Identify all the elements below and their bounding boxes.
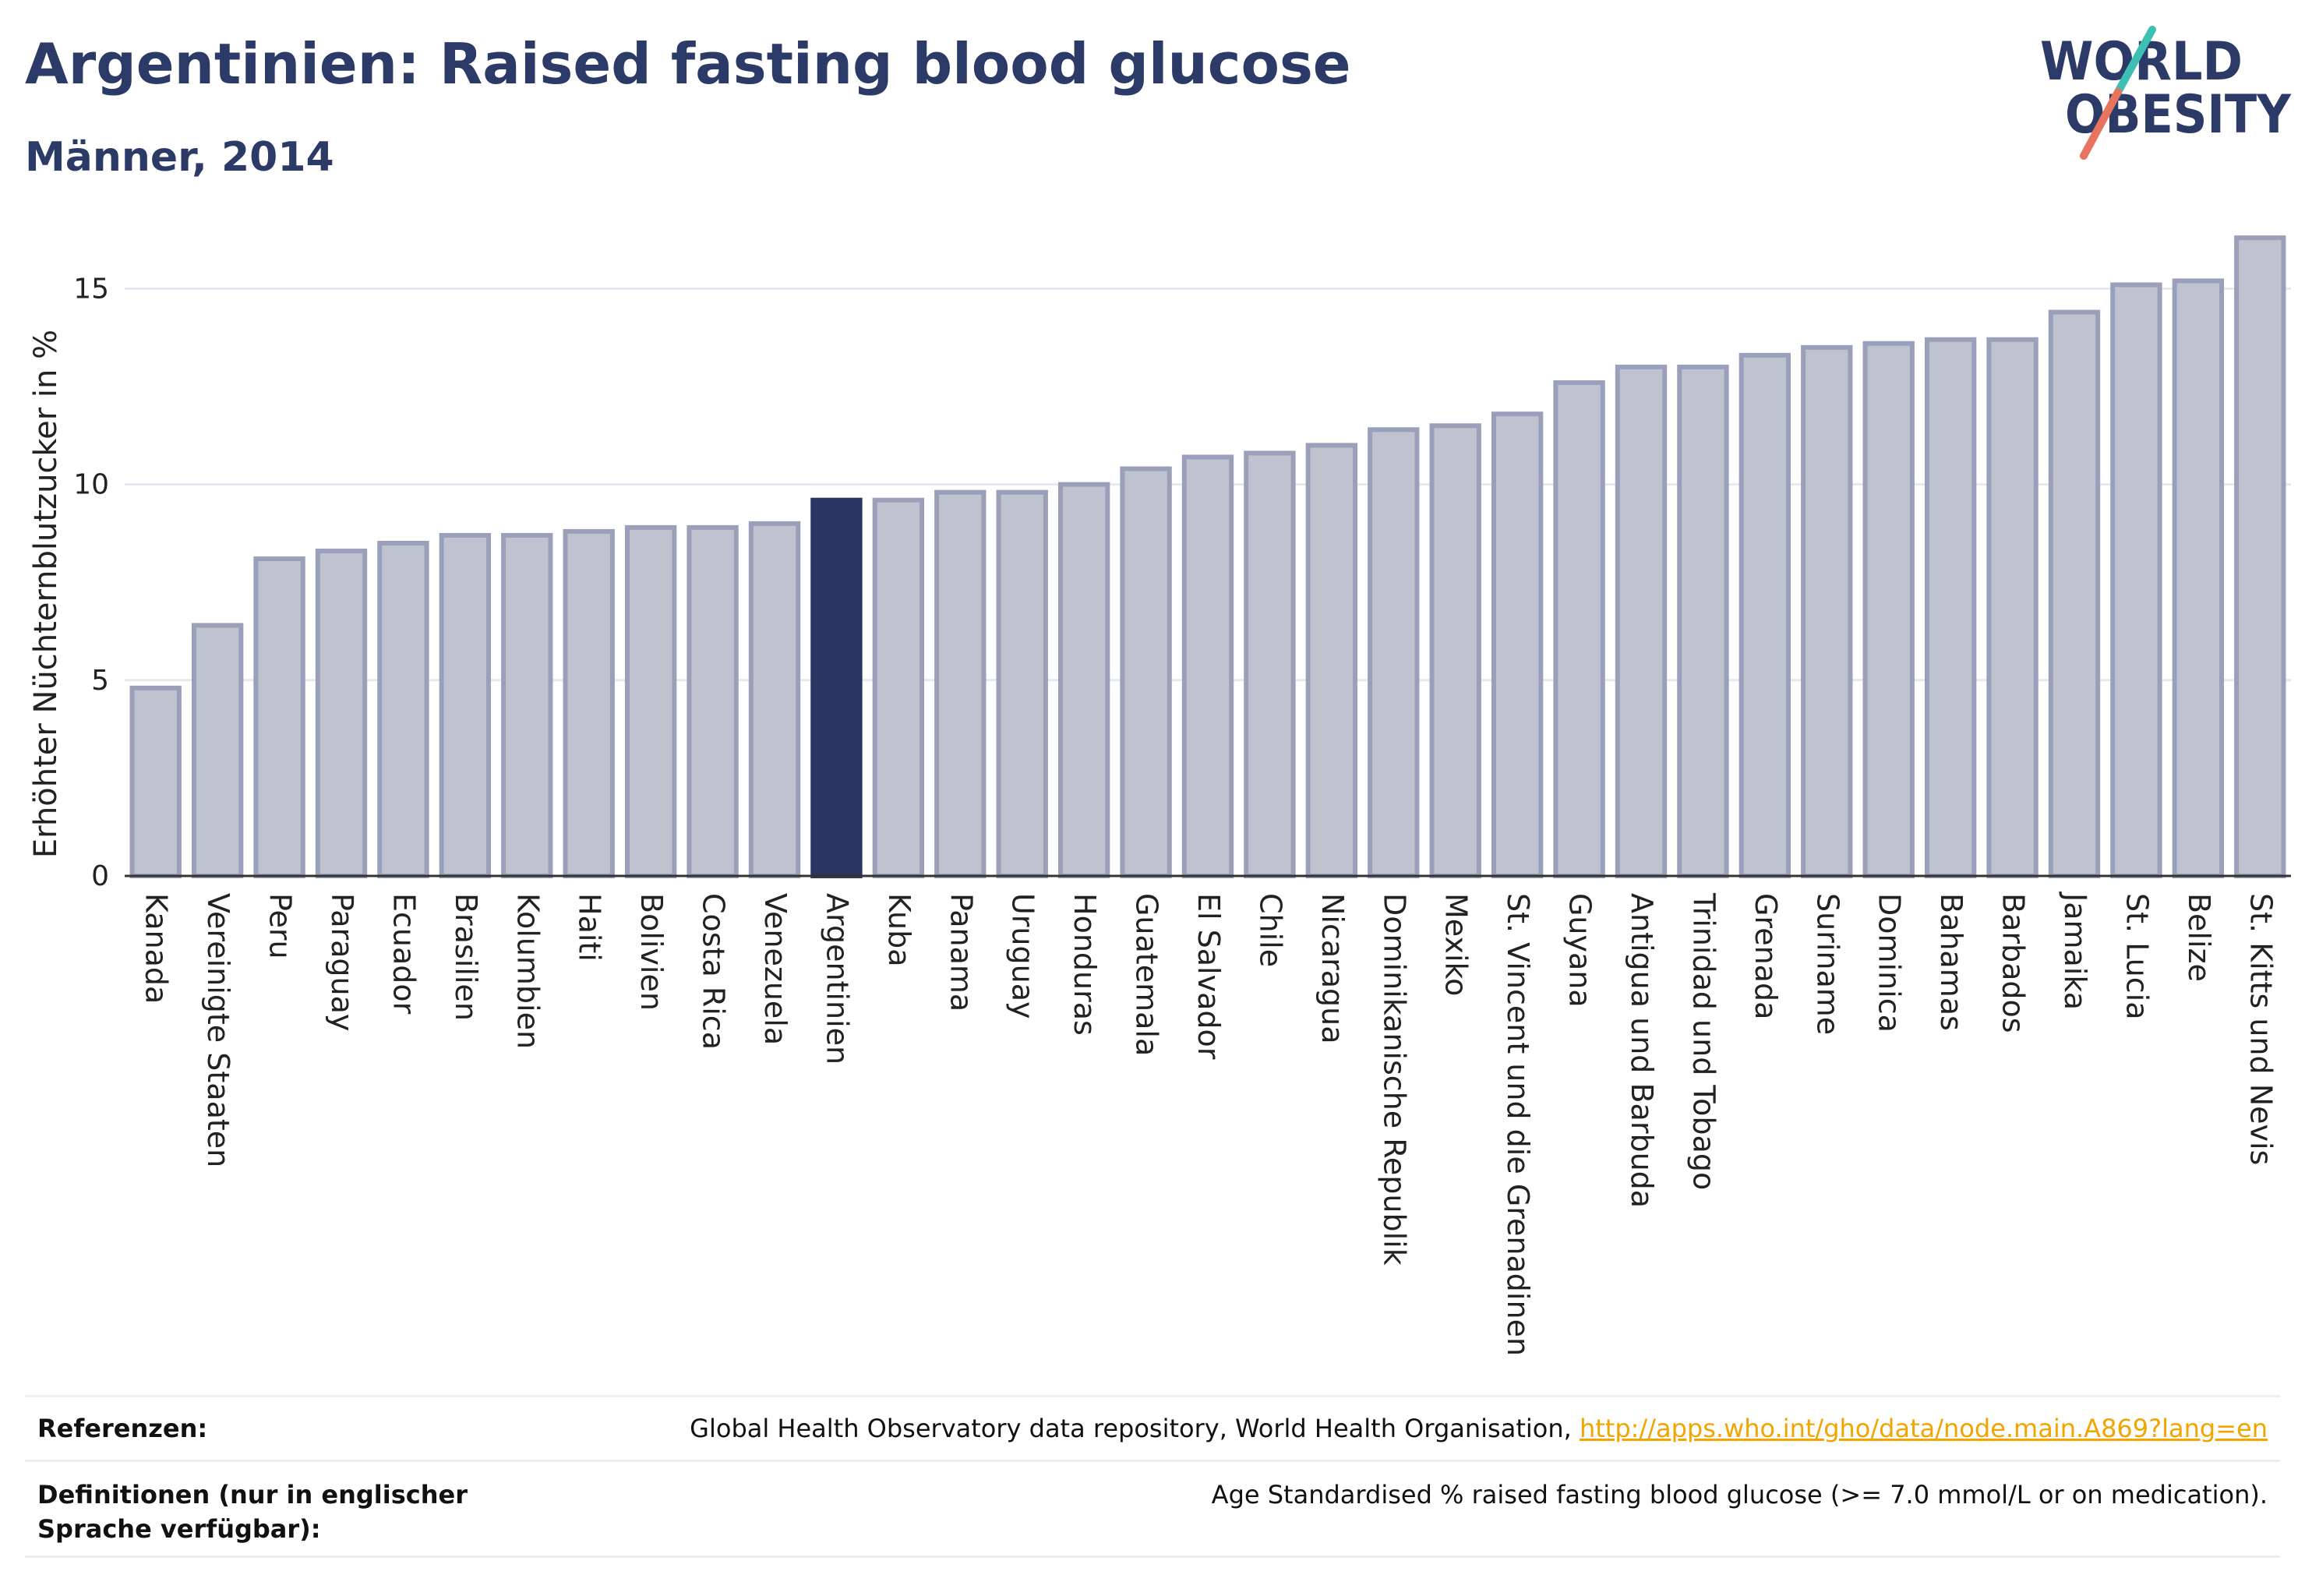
bar-suriname[interactable] xyxy=(1801,344,1853,878)
x-tick-label: Barbados xyxy=(1996,893,2031,1033)
bar-chart: 0 5 10 15 Kanada Vereinigte Staaten Peru Paragu… xyxy=(28,235,2291,1356)
x-tick-label: Mexiko xyxy=(1439,893,1474,996)
references-label: Referenzen: xyxy=(37,1414,208,1443)
y-axis-label: Erhöhter Nüchternblutzucker in % xyxy=(28,330,64,858)
bar-el-salvador[interactable] xyxy=(1181,454,1234,878)
y-tick-label: 5 xyxy=(91,665,109,697)
chart-subtitle: Männer, 2014 xyxy=(25,134,334,181)
bar-antigua-und-barbuda[interactable] xyxy=(1615,364,1668,878)
x-tick-label: Kolumbien xyxy=(510,893,545,1049)
bar-bolivien[interactable] xyxy=(624,524,677,879)
y-tick-label: 0 xyxy=(91,860,109,892)
x-tick-label: Chile xyxy=(1253,893,1287,967)
bar-kuba[interactable] xyxy=(872,497,925,878)
bar-chile[interactable] xyxy=(1244,450,1296,878)
x-tick-label: Honduras xyxy=(1068,893,1102,1036)
x-tick-label: Guyana xyxy=(1563,893,1597,1008)
x-tick-label: Guatemala xyxy=(1130,893,1164,1056)
x-tick-label: St. Vincent und die Grenadinen xyxy=(1501,893,1535,1356)
bar-jamaika[interactable] xyxy=(2048,309,2101,879)
logo-slash-coral xyxy=(2080,88,2122,160)
world-obesity-logo: WORLD OBESITY xyxy=(2040,26,2292,160)
bar-belize[interactable] xyxy=(2172,278,2225,878)
bar-argentinien[interactable] xyxy=(810,497,863,878)
bar-ecuador[interactable] xyxy=(377,540,429,878)
bar-st-kitts-und-nevis[interactable] xyxy=(2234,235,2286,879)
x-tick-label: Dominica xyxy=(1873,893,1907,1033)
bar-brasilien[interactable] xyxy=(439,532,492,879)
bar-costa-rica[interactable] xyxy=(687,524,739,879)
x-tick-label: Costa Rica xyxy=(697,893,731,1050)
x-tick-label: Jamaika xyxy=(2058,892,2092,1010)
x-tick-label: Dominikanische Republik xyxy=(1377,893,1411,1266)
x-tick-label: St. Lucia xyxy=(2120,893,2154,1020)
x-tick-label: St. Kitts und Nevis xyxy=(2243,893,2278,1165)
x-tick-label: Grenada xyxy=(1749,893,1783,1019)
bars xyxy=(129,235,2286,879)
x-tick-label: Kuba xyxy=(882,893,916,967)
bar-dominikanische-republik[interactable] xyxy=(1368,427,1420,878)
x-tick-label: Belize xyxy=(2182,893,2216,982)
x-tick-label: Kanada xyxy=(139,893,174,1004)
bar-uruguay[interactable] xyxy=(996,489,1048,879)
x-tick-label: El Salvador xyxy=(1191,893,1226,1060)
x-tick-label: Paraguay xyxy=(325,893,359,1031)
y-tick-label: 15 xyxy=(73,273,109,305)
x-tick-label: Uruguay xyxy=(1006,893,1040,1019)
bar-mexiko[interactable] xyxy=(1429,423,1481,878)
bar-paraguay[interactable] xyxy=(315,549,368,878)
bar-nicaragua[interactable] xyxy=(1305,443,1358,878)
x-tick-label: Peru xyxy=(263,893,298,959)
footer-table: Referenzen: Global Health Observatory da… xyxy=(25,1395,2280,1558)
tick-labels: 0 5 10 15 Kanada Vereinigte Staaten Peru Paragu… xyxy=(73,273,2278,1356)
bar-barbados[interactable] xyxy=(1986,337,2038,878)
x-tick-label: Argentinien xyxy=(820,893,854,1065)
x-tick-label: Bolivien xyxy=(634,893,669,1011)
bar-venezuela[interactable] xyxy=(748,521,801,878)
x-tick-label: Brasilien xyxy=(449,893,483,1021)
bar-haiti[interactable] xyxy=(563,528,615,879)
x-tick-label: Trinidad und Tobago xyxy=(1686,892,1721,1190)
y-tick-label: 10 xyxy=(73,469,109,501)
bar-honduras[interactable] xyxy=(1057,482,1110,878)
x-tick-label: Bahamas xyxy=(1934,893,1968,1031)
bar-kolumbien[interactable] xyxy=(501,532,553,879)
x-tick-label: Vereinigte Staaten xyxy=(201,893,235,1167)
bar-guatemala[interactable] xyxy=(1120,466,1172,878)
bar-st-lucia[interactable] xyxy=(2110,282,2162,878)
references-value: Global Health Observatory data repositor… xyxy=(690,1411,2268,1446)
references-text: Global Health Observatory data repositor… xyxy=(690,1414,1580,1443)
references-row: Referenzen: Global Health Observatory da… xyxy=(25,1395,2280,1460)
references-link[interactable]: http://apps.who.int/gho/data/node.main.A… xyxy=(1579,1414,2268,1443)
definitions-label: Definitionen (nur in englischer Sprache … xyxy=(37,1480,468,1544)
x-tick-label: Antigua und Barbuda xyxy=(1625,893,1659,1208)
bar-grenada[interactable] xyxy=(1738,352,1791,879)
bar-kanada[interactable] xyxy=(129,685,182,878)
bar-dominica[interactable] xyxy=(1862,341,1915,878)
bar-guyana[interactable] xyxy=(1553,380,1605,878)
chart-title: Argentinien: Raised fasting blood glucos… xyxy=(25,31,1351,97)
x-tick-label: Panama xyxy=(944,893,978,1012)
x-tick-label: Haiti xyxy=(573,893,607,962)
bar-bahamas[interactable] xyxy=(1924,337,1977,878)
logo-slash-teal xyxy=(2114,26,2156,96)
definitions-value: Age Standardised % raised fasting blood … xyxy=(1211,1480,2268,1509)
definitions-row: Definitionen (nur in englischer Sprache … xyxy=(25,1460,2280,1558)
x-tick-label: Venezuela xyxy=(758,893,792,1045)
x-tick-label: Nicaragua xyxy=(1315,893,1350,1044)
bar-peru[interactable] xyxy=(253,556,305,878)
bar-trinidad-und-tobago[interactable] xyxy=(1677,364,1729,878)
bar-st-vincent-und-die-grenadinen[interactable] xyxy=(1491,411,1544,878)
bar-panama[interactable] xyxy=(934,489,987,879)
x-tick-label: Ecuador xyxy=(387,893,421,1015)
bar-vereinigte-staaten[interactable] xyxy=(191,623,244,878)
x-tick-label: Suriname xyxy=(1810,893,1844,1035)
